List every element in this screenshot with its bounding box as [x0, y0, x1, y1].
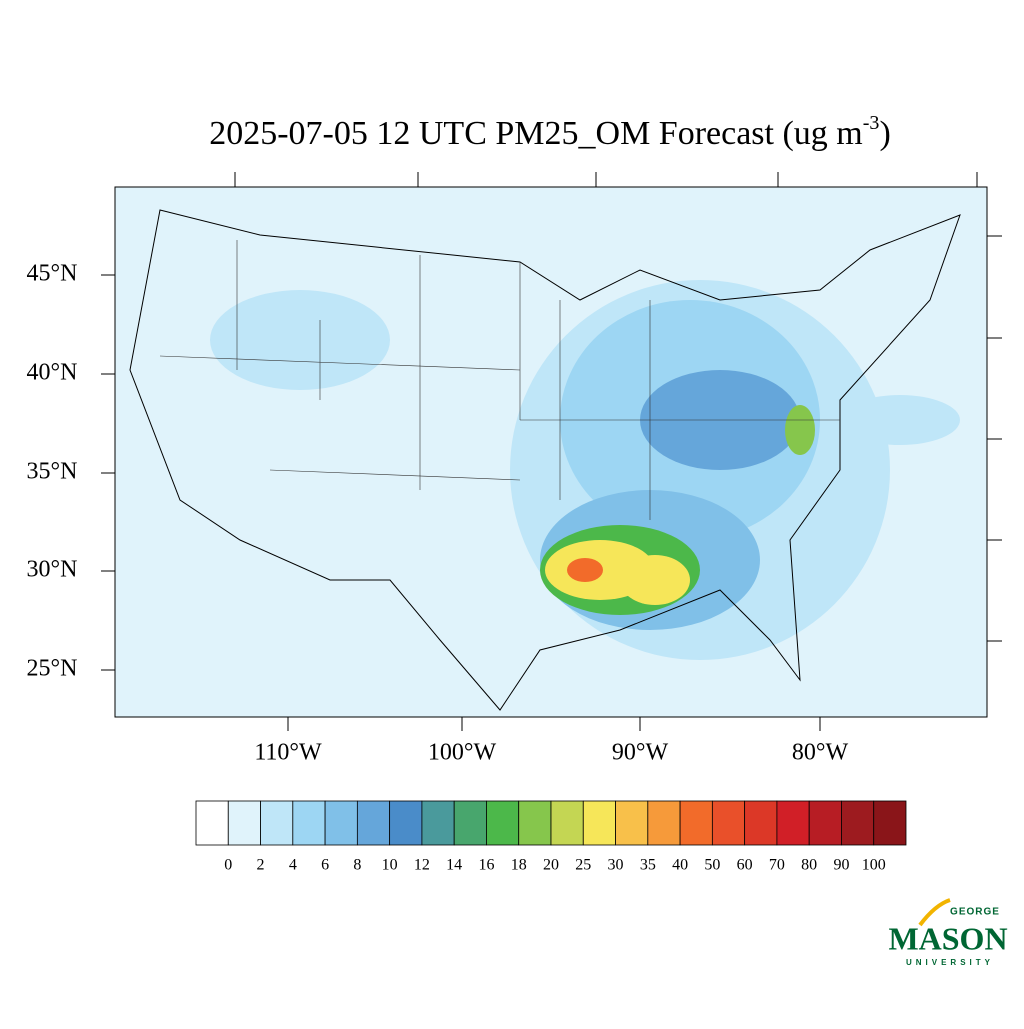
- colorbar: 0 2 4 6 8 10 12 14 16 18 20 25 30 35 40 50 60 70 80 90 100: [195, 800, 907, 874]
- lat-label: 25°N: [27, 656, 78, 682]
- colorbar-label: 2: [257, 857, 265, 874]
- colorbar-label: 8: [353, 857, 361, 874]
- title-superscript: -3: [863, 112, 880, 134]
- axis-ticks: 45°N 40°N 35°N 30°N 25°N 110°W 100°W 90°W 80°W: [27, 172, 1002, 766]
- colorbar-label: 30: [608, 857, 624, 874]
- colorbar-box: [776, 800, 810, 846]
- colorbar-box: [550, 800, 584, 846]
- colorbar-label: 16: [478, 857, 494, 874]
- colorbar-label: 18: [511, 857, 527, 874]
- colorbar-label: 35: [640, 857, 656, 874]
- title-close: ): [879, 115, 890, 152]
- map-frame: [114, 186, 988, 718]
- logo-bottom: UNIVERSITY: [906, 958, 994, 967]
- lat-label: 30°N: [27, 557, 78, 583]
- colorbar-label: 6: [321, 857, 329, 874]
- colorbar-box: [292, 800, 326, 846]
- field-region: [620, 555, 690, 605]
- lon-label: 90°W: [612, 740, 669, 766]
- colorbar-box: [227, 800, 261, 846]
- lat-label: 35°N: [27, 459, 78, 485]
- title-text: 2025-07-05 12 UTC PM25_OM Forecast (ug m: [209, 115, 863, 152]
- field-region: [210, 290, 390, 390]
- colorbar-label: 10: [382, 857, 398, 874]
- logo-mark: [918, 898, 951, 927]
- logo-main: MASON: [888, 920, 1007, 956]
- colorbar-label: 80: [801, 857, 817, 874]
- lon-label: 100°W: [428, 740, 497, 766]
- colorbar-box: [615, 800, 649, 846]
- colorbar-box: [195, 800, 229, 846]
- state-borders: [159, 240, 840, 520]
- colorbar-box: [679, 800, 713, 846]
- colorbar-box: [324, 800, 358, 846]
- colorbar-box: [453, 800, 487, 846]
- map: [114, 186, 988, 718]
- colorbar-label: 20: [543, 857, 559, 874]
- colorbar-label: 14: [446, 857, 462, 874]
- colorbar-box: [808, 800, 842, 846]
- field-region: [567, 558, 603, 582]
- colorbar-label: 4: [289, 857, 297, 874]
- colorbar-box: [711, 800, 746, 846]
- colorbar-box: [518, 800, 552, 846]
- colorbar-label: 90: [833, 857, 849, 874]
- colorbar-box: [486, 800, 520, 846]
- colorbar-box: [389, 800, 423, 846]
- field-region: [840, 395, 960, 445]
- colorbar-label: 60: [737, 857, 753, 874]
- lon-label: 110°W: [254, 740, 322, 766]
- colorbar-label: 12: [414, 857, 430, 874]
- colorbar-box: [356, 800, 391, 846]
- colorbar-label: 50: [704, 857, 720, 874]
- colorbar-box: [744, 800, 778, 846]
- coastline: [129, 209, 961, 711]
- title: 2025-07-05 12 UTC PM25_OM Forecast (ug m…: [209, 112, 891, 152]
- concentration-field: [210, 280, 960, 660]
- colorbar-box: [647, 800, 681, 846]
- logo: GEORGE MASON UNIVERSITY: [888, 898, 1008, 967]
- colorbar-label: 70: [769, 857, 785, 874]
- field-region: [785, 405, 815, 455]
- colorbar-label: 100: [862, 857, 886, 874]
- logo-top: GEORGE: [950, 907, 1000, 918]
- colorbar-box: [260, 800, 294, 846]
- colorbar-label: 0: [224, 857, 232, 874]
- colorbar-label: 40: [672, 857, 688, 874]
- colorbar-box: [421, 800, 455, 846]
- colorbar-label: 25: [575, 857, 591, 874]
- colorbar-box: [841, 800, 875, 846]
- colorbar-box: [582, 800, 616, 846]
- lat-label: 40°N: [27, 360, 78, 386]
- lat-label: 45°N: [27, 261, 78, 287]
- lon-label: 80°W: [792, 740, 849, 766]
- colorbar-box: [873, 800, 907, 846]
